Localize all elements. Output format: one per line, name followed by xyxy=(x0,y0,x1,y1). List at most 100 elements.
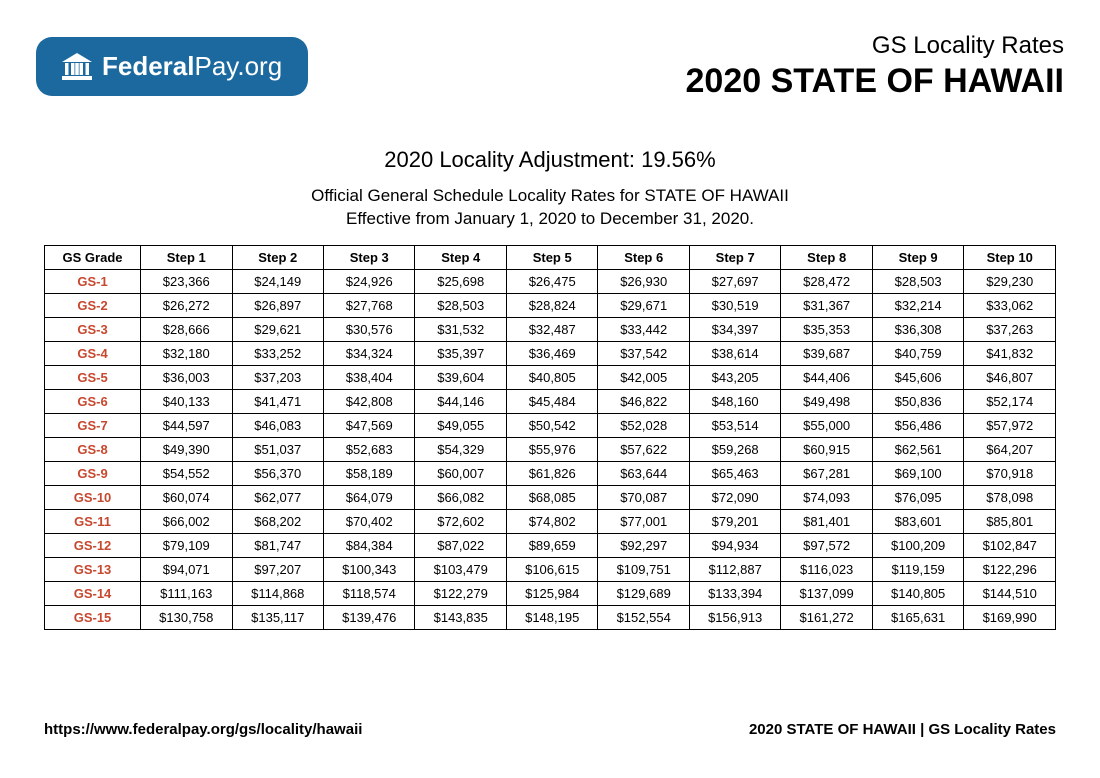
pay-cell: $165,631 xyxy=(872,605,963,629)
pay-cell: $84,384 xyxy=(324,533,415,557)
pay-cell: $24,926 xyxy=(324,269,415,293)
grade-cell: GS-15 xyxy=(45,605,141,629)
pay-cell: $135,117 xyxy=(232,605,323,629)
page-title: 2020 STATE OF HAWAII xyxy=(686,62,1064,101)
pay-cell: $29,671 xyxy=(598,293,689,317)
footer-url: https://www.federalpay.org/gs/locality/h… xyxy=(44,721,362,738)
pay-cell: $65,463 xyxy=(689,461,780,485)
pay-cell: $52,028 xyxy=(598,413,689,437)
pay-cell: $36,003 xyxy=(141,365,232,389)
pay-cell: $102,847 xyxy=(964,533,1056,557)
pay-cell: $137,099 xyxy=(781,581,872,605)
column-header: Step 3 xyxy=(324,245,415,269)
footer-label: 2020 STATE OF HAWAII | GS Locality Rates xyxy=(749,721,1056,738)
pay-cell: $51,037 xyxy=(232,437,323,461)
pay-cell: $119,159 xyxy=(872,557,963,581)
pay-cell: $27,697 xyxy=(689,269,780,293)
table-row: GS-13$94,071$97,207$100,343$103,479$106,… xyxy=(45,557,1056,581)
pay-cell: $97,572 xyxy=(781,533,872,557)
column-header: Step 7 xyxy=(689,245,780,269)
pay-table: GS GradeStep 1Step 2Step 3Step 4Step 5St… xyxy=(44,245,1056,630)
pay-cell: $50,836 xyxy=(872,389,963,413)
pay-cell: $81,747 xyxy=(232,533,323,557)
pay-cell: $40,759 xyxy=(872,341,963,365)
pay-cell: $41,832 xyxy=(964,341,1056,365)
pay-cell: $44,406 xyxy=(781,365,872,389)
title-block: GS Locality Rates 2020 STATE OF HAWAII xyxy=(686,32,1064,101)
page-subtitle: GS Locality Rates xyxy=(686,32,1064,60)
logo-text-bold: Federal xyxy=(102,51,195,81)
pay-cell: $45,484 xyxy=(506,389,597,413)
pay-cell: $26,475 xyxy=(506,269,597,293)
pay-cell: $55,976 xyxy=(506,437,597,461)
pay-cell: $94,934 xyxy=(689,533,780,557)
pay-cell: $28,824 xyxy=(506,293,597,317)
bank-icon xyxy=(62,53,92,81)
pay-cell: $133,394 xyxy=(689,581,780,605)
locality-adjustment: 2020 Locality Adjustment: 19.56% xyxy=(0,147,1100,173)
pay-cell: $60,074 xyxy=(141,485,232,509)
table-row: GS-8$49,390$51,037$52,683$54,329$55,976$… xyxy=(45,437,1056,461)
pay-cell: $46,083 xyxy=(232,413,323,437)
pay-cell: $32,180 xyxy=(141,341,232,365)
pay-cell: $24,149 xyxy=(232,269,323,293)
pay-cell: $28,503 xyxy=(872,269,963,293)
pay-cell: $52,683 xyxy=(324,437,415,461)
pay-cell: $37,263 xyxy=(964,317,1056,341)
table-row: GS-9$54,552$56,370$58,189$60,007$61,826$… xyxy=(45,461,1056,485)
grade-cell: GS-14 xyxy=(45,581,141,605)
pay-cell: $28,472 xyxy=(781,269,872,293)
column-header: Step 2 xyxy=(232,245,323,269)
pay-cell: $78,098 xyxy=(964,485,1056,509)
grade-cell: GS-2 xyxy=(45,293,141,317)
pay-cell: $42,005 xyxy=(598,365,689,389)
pay-cell: $39,687 xyxy=(781,341,872,365)
table-row: GS-2$26,272$26,897$27,768$28,503$28,824$… xyxy=(45,293,1056,317)
pay-cell: $103,479 xyxy=(415,557,506,581)
pay-cell: $28,503 xyxy=(415,293,506,317)
table-row: GS-7$44,597$46,083$47,569$49,055$50,542$… xyxy=(45,413,1056,437)
pay-cell: $37,542 xyxy=(598,341,689,365)
pay-cell: $62,561 xyxy=(872,437,963,461)
pay-cell: $45,606 xyxy=(872,365,963,389)
pay-cell: $54,329 xyxy=(415,437,506,461)
column-header: Step 4 xyxy=(415,245,506,269)
pay-cell: $64,207 xyxy=(964,437,1056,461)
pay-cell: $112,887 xyxy=(689,557,780,581)
grade-cell: GS-3 xyxy=(45,317,141,341)
pay-cell: $72,602 xyxy=(415,509,506,533)
pay-cell: $32,487 xyxy=(506,317,597,341)
table-row: GS-4$32,180$33,252$34,324$35,397$36,469$… xyxy=(45,341,1056,365)
pay-cell: $54,552 xyxy=(141,461,232,485)
column-header: Step 10 xyxy=(964,245,1056,269)
pay-cell: $81,401 xyxy=(781,509,872,533)
pay-cell: $31,532 xyxy=(415,317,506,341)
pay-cell: $70,087 xyxy=(598,485,689,509)
pay-cell: $31,367 xyxy=(781,293,872,317)
grade-cell: GS-11 xyxy=(45,509,141,533)
pay-cell: $35,353 xyxy=(781,317,872,341)
pay-cell: $26,272 xyxy=(141,293,232,317)
pay-cell: $94,071 xyxy=(141,557,232,581)
pay-cell: $25,698 xyxy=(415,269,506,293)
pay-cell: $79,201 xyxy=(689,509,780,533)
pay-cell: $114,868 xyxy=(232,581,323,605)
pay-cell: $58,189 xyxy=(324,461,415,485)
pay-cell: $46,822 xyxy=(598,389,689,413)
pay-cell: $26,897 xyxy=(232,293,323,317)
pay-cell: $74,093 xyxy=(781,485,872,509)
column-header: Step 6 xyxy=(598,245,689,269)
pay-cell: $34,324 xyxy=(324,341,415,365)
pay-cell: $74,802 xyxy=(506,509,597,533)
column-header: GS Grade xyxy=(45,245,141,269)
table-row: GS-10$60,074$62,077$64,079$66,082$68,085… xyxy=(45,485,1056,509)
table-row: GS-5$36,003$37,203$38,404$39,604$40,805$… xyxy=(45,365,1056,389)
grade-cell: GS-5 xyxy=(45,365,141,389)
pay-cell: $47,569 xyxy=(324,413,415,437)
pay-cell: $92,297 xyxy=(598,533,689,557)
pay-cell: $49,055 xyxy=(415,413,506,437)
intro-block: 2020 Locality Adjustment: 19.56% Officia… xyxy=(0,147,1100,231)
grade-cell: GS-9 xyxy=(45,461,141,485)
site-logo: FederalPay.org xyxy=(36,37,308,96)
pay-cell: $34,397 xyxy=(689,317,780,341)
